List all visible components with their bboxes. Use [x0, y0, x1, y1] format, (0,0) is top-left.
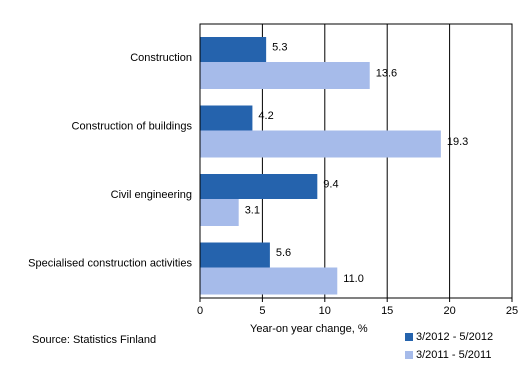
legend-swatch: [405, 351, 413, 359]
legend-label: 3/2012 - 5/2012: [416, 331, 493, 343]
x-tick-label: 5: [259, 305, 265, 317]
x-tick-label: 0: [197, 305, 203, 317]
data-label: 3.1: [245, 204, 260, 216]
data-label: 5.3: [272, 41, 287, 53]
plot-border: [199, 23, 513, 299]
data-label: 13.6: [376, 67, 397, 79]
data-label: 11.0: [343, 273, 364, 285]
category-label: Construction of buildings: [72, 121, 193, 133]
x-tick-label: 10: [319, 305, 331, 317]
bar: [200, 267, 338, 295]
x-tick-label: 20: [443, 305, 455, 317]
bar: [200, 242, 270, 268]
category-label: Civil engineering: [111, 189, 192, 201]
category-label: Specialised construction activities: [28, 258, 192, 270]
data-label: 19.3: [447, 136, 468, 148]
bar: [200, 37, 267, 62]
x-tick-label: 15: [381, 305, 393, 317]
bar: [200, 174, 318, 199]
data-label: 9.4: [323, 178, 338, 190]
bar: [200, 105, 253, 131]
legend-label: 3/2011 - 5/2011: [416, 349, 491, 361]
data-label: 4.2: [258, 110, 273, 122]
category-label: Construction: [130, 52, 192, 64]
bar: [200, 199, 239, 226]
x-tick-label: 25: [506, 305, 518, 317]
data-label: 5.6: [276, 247, 291, 259]
source-note: Source: Statistics Finland: [32, 334, 156, 346]
x-axis-label: Year-on year change, %: [250, 323, 368, 335]
bar: [200, 130, 441, 158]
legend-swatch: [405, 333, 413, 341]
bar: [200, 62, 370, 89]
